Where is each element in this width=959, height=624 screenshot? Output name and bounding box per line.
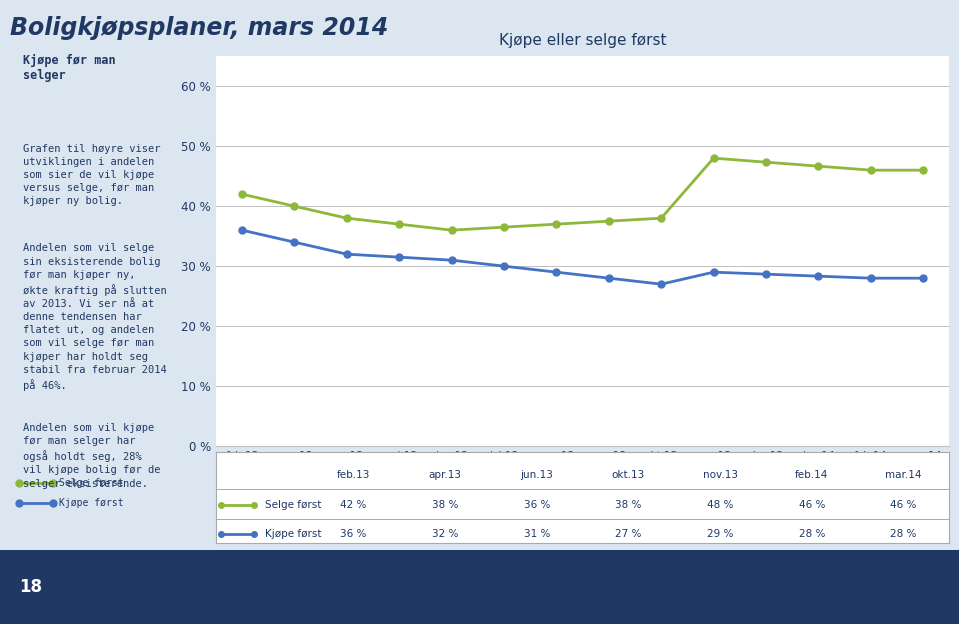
- Text: 32 %: 32 %: [432, 529, 458, 539]
- Text: 27 %: 27 %: [616, 529, 642, 539]
- Text: feb.13: feb.13: [337, 470, 370, 480]
- Text: Selge først: Selge først: [58, 478, 124, 488]
- Text: 28 %: 28 %: [890, 529, 917, 539]
- Text: 46 %: 46 %: [890, 500, 917, 510]
- Text: 38 %: 38 %: [616, 500, 642, 510]
- Text: Boligkjøpsplaner, mars 2014: Boligkjøpsplaner, mars 2014: [10, 16, 388, 39]
- Text: feb.14: feb.14: [795, 470, 829, 480]
- Text: jun.13: jun.13: [521, 470, 553, 480]
- Text: Kjøpe først: Kjøpe først: [58, 498, 124, 508]
- Text: 38 %: 38 %: [432, 500, 458, 510]
- Text: Andelen som vil kjøpe
før man selger har
også holdt seg, 28%
vil kjøpe bolig før: Andelen som vil kjøpe før man selger har…: [23, 423, 161, 489]
- Text: 36 %: 36 %: [524, 500, 550, 510]
- Text: 42 %: 42 %: [340, 500, 366, 510]
- Text: Kjøpe før man
selger: Kjøpe før man selger: [23, 54, 116, 82]
- Text: Grafen til høyre viser
utviklingen i andelen
som sier de vil kjøpe
versus selge,: Grafen til høyre viser utviklingen i and…: [23, 144, 161, 207]
- Text: 46 %: 46 %: [799, 500, 825, 510]
- Text: Kjøpe først: Kjøpe først: [266, 529, 322, 539]
- Title: Kjøpe eller selge først: Kjøpe eller selge først: [499, 33, 667, 48]
- Text: 48 %: 48 %: [707, 500, 734, 510]
- Text: apr.13: apr.13: [429, 470, 461, 480]
- Text: mar.14: mar.14: [885, 470, 922, 480]
- Text: 31 %: 31 %: [524, 529, 550, 539]
- Text: Andelen som vil selge
sin eksisterende bolig
før man kjøper ny,
økte kraftig på : Andelen som vil selge sin eksisterende b…: [23, 243, 167, 391]
- Text: nov.13: nov.13: [703, 470, 737, 480]
- Text: 28 %: 28 %: [799, 529, 825, 539]
- Text: Selge først: Selge først: [266, 500, 321, 510]
- Text: 29 %: 29 %: [707, 529, 734, 539]
- Text: 36 %: 36 %: [340, 529, 366, 539]
- Text: okt.13: okt.13: [612, 470, 645, 480]
- Text: 18: 18: [19, 578, 42, 596]
